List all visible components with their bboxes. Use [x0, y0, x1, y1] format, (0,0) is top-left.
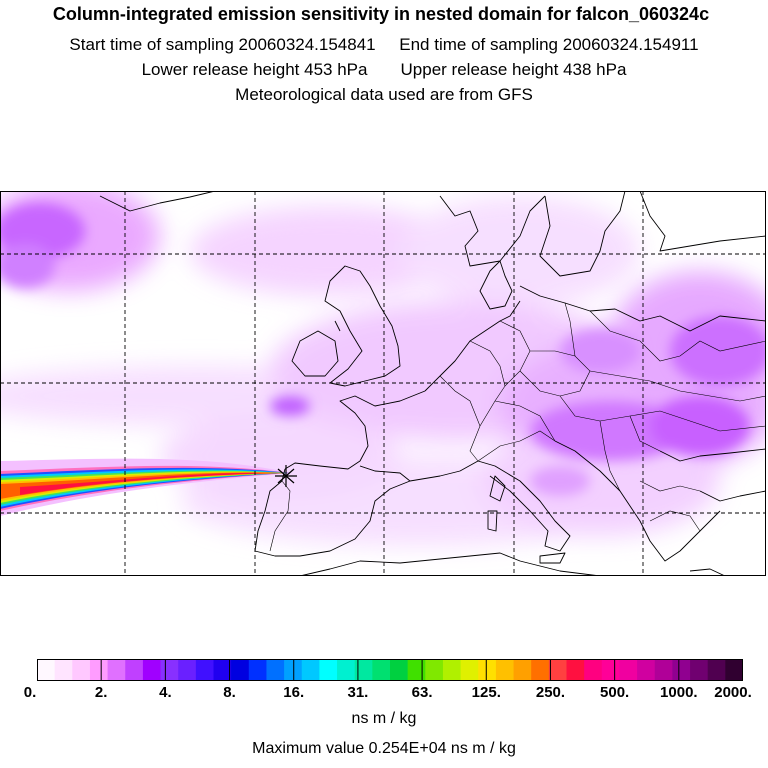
colorbar-swatch — [531, 659, 550, 681]
colorbar-swatch — [248, 659, 268, 681]
sampling-times: Start time of sampling 20060324.154841 E… — [0, 35, 768, 55]
colorbar-tick-label: 2. — [94, 684, 108, 701]
colorbar-tick-label: 1000. — [660, 684, 698, 701]
colorbar-swatch — [690, 659, 709, 681]
colorbar-swatch — [460, 659, 479, 681]
met-data-label: Meteorological data used are from GFS — [235, 85, 533, 104]
upper-height-label: Upper release height 438 hPa — [400, 60, 627, 79]
colorbar — [37, 659, 743, 681]
colorbar-swatch — [319, 659, 338, 681]
colorbar-swatch — [584, 659, 603, 681]
colorbar-swatch — [372, 659, 391, 681]
colorbar-swatch — [160, 659, 179, 681]
colorbar-swatch — [354, 659, 373, 681]
coastlines — [99, 191, 766, 576]
map-title: Column-integrated emission sensitivity i… — [52, 4, 710, 24]
release-star-marker — [275, 465, 297, 487]
colorbar-swatch — [725, 659, 743, 681]
colorbar-swatch — [672, 659, 691, 681]
colorbar-swatch — [195, 659, 215, 681]
lower-height-label: Lower release height 453 hPa — [141, 60, 368, 79]
colorbar-swatch — [442, 659, 462, 681]
colorbar-swatch — [707, 659, 726, 681]
colorbar-swatch — [390, 659, 409, 681]
colorbar-swatch — [178, 659, 197, 681]
colorbar-swatch — [478, 659, 497, 681]
colorbar-swatch — [213, 659, 232, 681]
plume — [0, 458, 292, 516]
colorbar-swatch — [54, 659, 73, 681]
colorbar-unit-label: ns m / kg — [351, 710, 417, 727]
sensitivity-field — [0, 191, 766, 546]
colorbar-tick-label: 125. — [471, 684, 501, 701]
colorbar-swatch — [142, 659, 162, 681]
release-heights: Lower release height 453 hPa Upper relea… — [0, 60, 768, 80]
colorbar-swatch — [637, 659, 656, 681]
colorbar-swatch — [266, 659, 285, 681]
colorbar-swatch — [407, 659, 426, 681]
borders — [269, 302, 766, 552]
start-time-label: Start time of sampling 20060324.154841 — [69, 35, 376, 54]
colorbar-tick-label: 31. — [347, 684, 369, 701]
sensitivity-map — [0, 191, 766, 576]
colorbar-tick-label: 4. — [159, 684, 172, 701]
colorbar-swatch — [89, 659, 109, 681]
colorbar-tick-label: 250. — [535, 684, 566, 701]
colorbar-swatch — [107, 659, 126, 681]
colorbar-swatch — [37, 659, 56, 681]
colorbar-swatch — [601, 659, 621, 681]
colorbar-swatch — [654, 659, 673, 681]
colorbar-swatch — [72, 659, 91, 681]
colorbar-swatch — [301, 659, 320, 681]
graticule — [0, 191, 766, 576]
colorbar-tick-label: 16. — [283, 684, 305, 701]
colorbar-tick-label: 8. — [223, 684, 236, 701]
colorbar-swatch — [513, 659, 532, 681]
colorbar-swatch — [284, 659, 303, 681]
colorbar-swatch — [425, 659, 444, 681]
end-time-label: End time of sampling 20060324.154911 — [399, 35, 699, 54]
colorbar-swatch — [619, 659, 638, 681]
colorbar-tick-label: 500. — [600, 684, 630, 701]
colorbar-tick-label: 63. — [411, 684, 433, 701]
colorbar-swatch — [337, 659, 356, 681]
colorbar-swatch — [231, 659, 250, 681]
colorbar-tick-label: 2000. — [714, 684, 752, 701]
maximum-value-label: Maximum value 0.254E+04 ns m / kg — [252, 740, 516, 757]
colorbar-swatch — [566, 659, 585, 681]
colorbar-tick-label: 0. — [23, 684, 37, 701]
colorbar-swatch — [548, 659, 568, 681]
colorbar-swatch — [125, 659, 144, 681]
colorbar-swatch — [495, 659, 515, 681]
